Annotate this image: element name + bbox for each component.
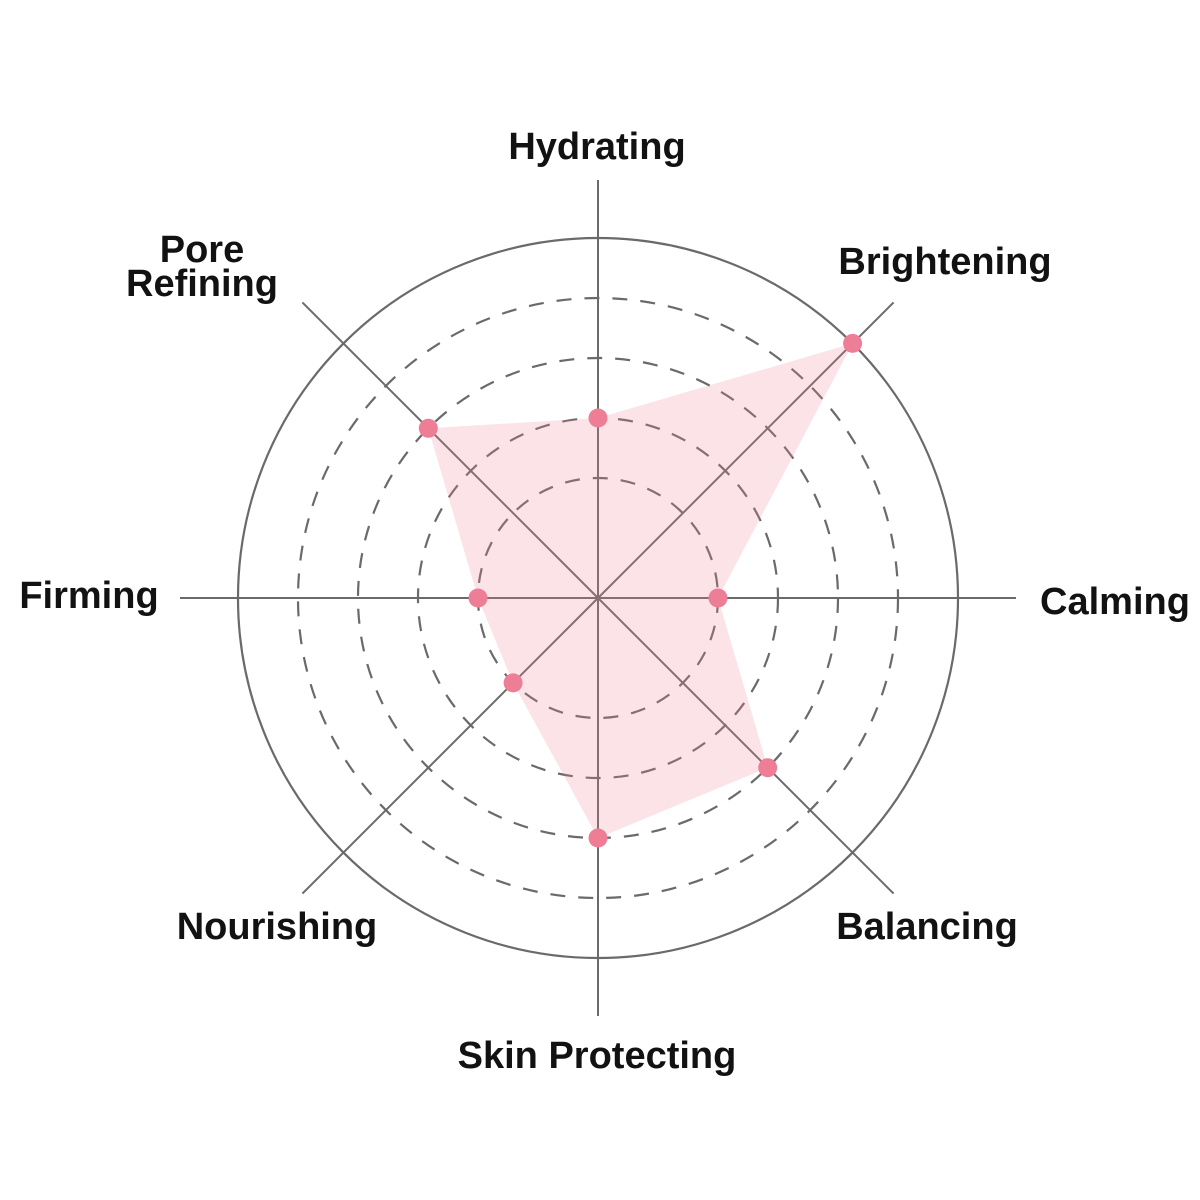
data-point-firming (468, 588, 488, 608)
axis-line-balancing (597, 597, 895, 895)
axis-line-pore-refining (301, 301, 599, 599)
axis-label-firming: Firming (19, 575, 158, 617)
axis-label-nourishing: Nourishing (177, 906, 378, 948)
data-point-hydrating (588, 408, 608, 428)
data-point-brightening (843, 333, 863, 353)
axis-labels: Hydrating Brightening Calming Balancing Skin… (19, 126, 1190, 1077)
axis-line-nourishing (301, 597, 599, 895)
axis-line-brightening (597, 301, 895, 599)
axis-label-balancing: Balancing (836, 906, 1018, 948)
axis-label-calming: Calming (1040, 581, 1190, 623)
axis-label-skin-protecting: Skin Protecting (458, 1035, 737, 1077)
data-polygon (428, 343, 853, 838)
data-point-balancing (758, 758, 778, 778)
axis-label-brightening: Brightening (838, 241, 1051, 283)
data-point-calming (708, 588, 728, 608)
axis-label-hydrating: Hydrating (508, 126, 685, 168)
axis-lines (180, 180, 1016, 1016)
data-point-skin-protecting (588, 828, 608, 848)
axis-label-pore-refining: Pore Refining (126, 229, 278, 305)
data-point-nourishing (503, 673, 523, 693)
data-point-pore-refining (418, 418, 438, 438)
data-points (418, 333, 863, 848)
